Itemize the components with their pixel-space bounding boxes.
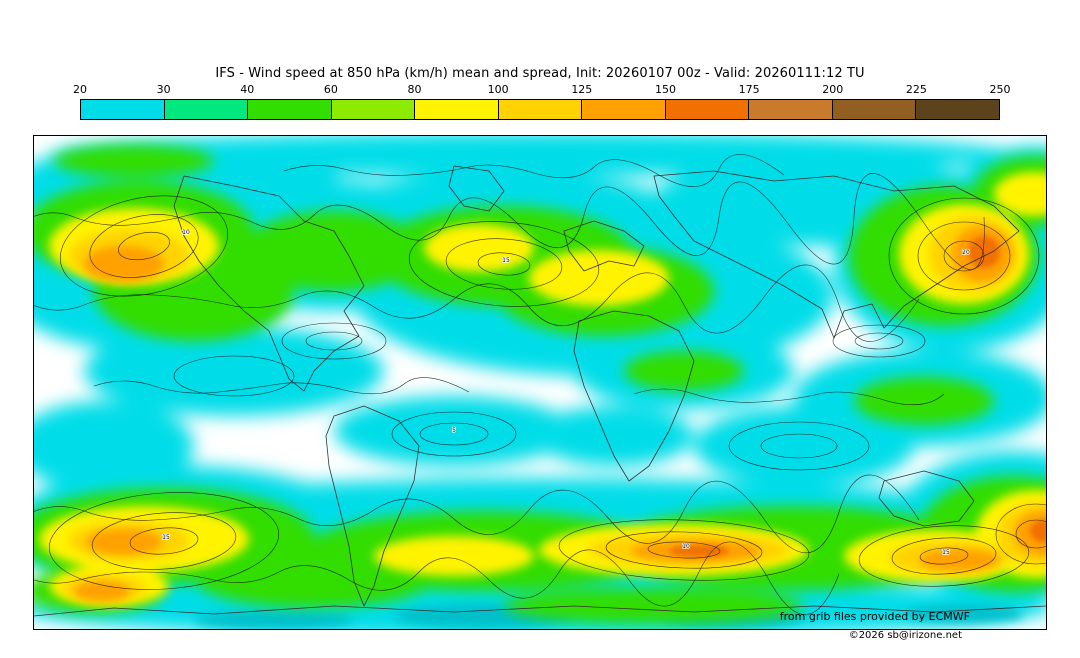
colorbar-segment	[832, 100, 917, 119]
coastlines	[34, 165, 1046, 617]
colorbar-segment	[248, 100, 332, 119]
colorbar-segment	[498, 100, 583, 119]
colorbar-bar	[80, 99, 1000, 120]
colorbar-tick-label: 150	[654, 83, 676, 96]
colorbar-tick-label: 250	[989, 83, 1011, 96]
wind-speed-map: 10 15 20 15 10 15 5	[34, 136, 1046, 629]
contour-label: 15	[942, 549, 950, 556]
colorbar-tick-label: 175	[738, 83, 760, 96]
contour-labels: 10 15 20 15 10 15 5	[161, 228, 970, 556]
colorbar-tick-label: 20	[73, 83, 87, 96]
contour-label: 5	[452, 427, 456, 434]
colorbar-segment	[916, 100, 1000, 119]
colorbar-segment	[582, 100, 666, 119]
copyright-credit: ©2026 sb@irizone.net	[848, 630, 962, 641]
contour-label: 15	[502, 257, 510, 264]
colorbar-segment	[749, 100, 833, 119]
colorbar: 20 30 40 60 80 100 125 150 175 200 225 250	[73, 83, 1011, 123]
data-source-credit: from grib files provided by ECMWF	[779, 610, 970, 623]
colorbar-tick-label: 30	[156, 83, 171, 96]
contour-label: 15	[162, 534, 170, 541]
contour-label: 10	[182, 229, 190, 236]
colorbar-segment	[81, 100, 165, 119]
chart-title: IFS - Wind speed at 850 hPa (km/h) mean …	[215, 66, 865, 81]
colorbar-tick-label: 80	[407, 83, 422, 96]
spread-contour-lines	[34, 154, 1046, 615]
colorbar-segment	[331, 100, 416, 119]
colorbar-tick-label: 60	[323, 83, 338, 96]
colorbar-ticks: 20 30 40 60 80 100 125 150 175 200 225 250	[73, 83, 1011, 98]
colorbar-tick-label: 200	[822, 83, 844, 96]
colorbar-tick-label: 40	[240, 83, 255, 96]
contour-label: 20	[962, 249, 970, 256]
colorbar-segment	[665, 100, 750, 119]
contour-label: 10	[682, 543, 690, 550]
wind-core-orange-layer	[74, 226, 1046, 601]
colorbar-tick-label: 225	[905, 83, 927, 96]
map-frame: 10 15 20 15 10 15 5	[33, 135, 1047, 630]
colorbar-segment	[164, 100, 249, 119]
colorbar-tick-label: 100	[487, 83, 509, 96]
colorbar-segment	[415, 100, 499, 119]
colorbar-tick-label: 125	[571, 83, 593, 96]
